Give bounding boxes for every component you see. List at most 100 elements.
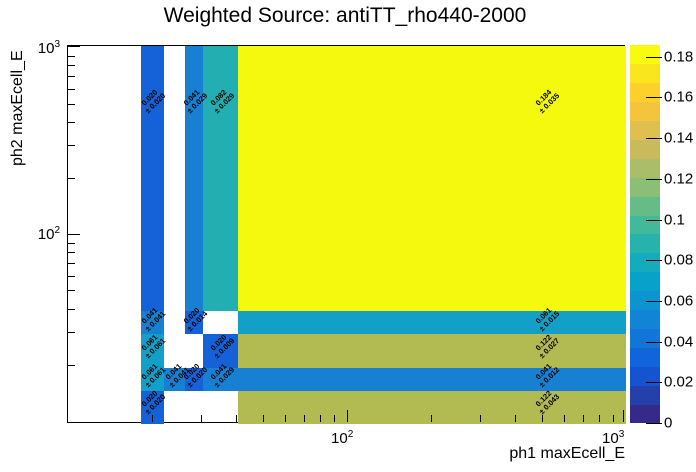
- y-axis-minor-tick: [68, 145, 75, 147]
- colorbar-band: [630, 234, 660, 254]
- colorbar-band: [630, 309, 660, 329]
- colorbar: [630, 45, 660, 424]
- heatmap-cell: [238, 46, 626, 311]
- x-axis-minor-tick: [564, 415, 565, 422]
- colorbar-band: [630, 215, 660, 235]
- colorbar-band: [630, 158, 660, 178]
- colorbar-tick: [646, 97, 662, 99]
- heatmap-cell: [185, 311, 203, 334]
- colorbar-band: [630, 120, 660, 140]
- colorbar-tick: [646, 178, 662, 180]
- colorbar-band: [630, 385, 660, 405]
- heatmap-cell: [141, 391, 164, 424]
- colorbar-band: [630, 366, 660, 386]
- x-axis-minor-tick: [480, 415, 481, 422]
- y-tick-label-100: 102: [37, 225, 60, 243]
- colorbar-band: [630, 328, 660, 348]
- x-axis-minor-tick: [236, 415, 237, 422]
- x-axis-minor-tick: [431, 415, 432, 422]
- colorbar-band: [630, 271, 660, 292]
- y-axis-minor-tick: [68, 103, 75, 105]
- colorbar-band: [630, 290, 660, 311]
- x-axis-minor-tick: [263, 415, 264, 422]
- colorbar-band: [630, 45, 660, 65]
- colorbar-tick: [646, 341, 662, 343]
- x-axis-title: ph1 maxEcell_E: [509, 445, 625, 462]
- heatmap-cell: [203, 368, 238, 391]
- colorbar-tick-label: 0.1: [664, 211, 685, 228]
- colorbar-tick: [646, 300, 662, 302]
- y-axis-title: ph2 maxEcell_E: [9, 50, 26, 166]
- y-axis-minor-tick: [68, 252, 75, 254]
- x-axis-minor-tick: [334, 415, 335, 422]
- plot-frame: 0.020 ± 0.020 0.041 ± 0.029 0.082 ± 0.029 0.18…: [67, 45, 626, 424]
- y-axis-minor-tick: [68, 55, 75, 57]
- colorbar-tick-label: 0.16: [664, 88, 694, 106]
- y-axis-major-tick: [68, 234, 80, 235]
- colorbar-band: [630, 82, 660, 103]
- x-axis-minor-tick: [599, 415, 600, 422]
- y-axis-minor-tick: [68, 290, 75, 292]
- heatmap-cell: [141, 368, 164, 391]
- x-axis-minor-tick: [285, 415, 286, 422]
- x-axis-minor-tick: [320, 415, 321, 422]
- colorbar-band: [630, 139, 660, 159]
- colorbar-band: [630, 101, 660, 122]
- heatmap-cell: [141, 46, 164, 311]
- colorbar-band: [630, 177, 660, 197]
- heatmap-cell: [185, 368, 203, 391]
- colorbar-tick-label: 0.04: [664, 333, 694, 351]
- x-axis-minor-tick: [583, 415, 584, 422]
- heatmap-cell: [203, 46, 238, 311]
- heatmap-cell: [238, 334, 626, 368]
- x-axis-minor-tick: [152, 415, 153, 422]
- y-axis-minor-tick: [68, 65, 75, 67]
- y-axis-minor-tick: [68, 308, 75, 310]
- y-tick-label-1000: 103: [37, 39, 60, 57]
- heatmap-cell: [185, 46, 203, 311]
- colorbar-tick: [646, 260, 662, 262]
- colorbar-band: [630, 63, 660, 84]
- colorbar-tick: [646, 138, 662, 140]
- heatmap-cell: [238, 368, 626, 391]
- heatmap-cell: [141, 334, 164, 368]
- colorbar-tick-label: 0: [664, 414, 673, 432]
- y-axis-minor-tick: [68, 121, 75, 123]
- colorbar-band: [630, 404, 660, 424]
- colorbar-tick: [646, 382, 662, 384]
- colorbar-tick-label: 0.06: [664, 292, 694, 310]
- colorbar-band: [630, 252, 660, 273]
- y-axis-minor-tick: [68, 275, 75, 277]
- y-axis-minor-tick: [68, 263, 75, 265]
- x-axis-minor-tick: [613, 415, 614, 422]
- y-axis-major-tick: [68, 46, 80, 47]
- colorbar-band: [630, 196, 660, 216]
- colorbar-tick-label: 0.02: [664, 373, 694, 391]
- heatmap-cell: [164, 368, 185, 391]
- y-axis-minor-tick: [68, 365, 75, 366]
- colorbar-tick: [646, 219, 662, 221]
- x-axis-minor-tick: [515, 415, 516, 422]
- x-axis-major-tick: [623, 410, 624, 422]
- y-axis-minor-tick: [68, 76, 75, 78]
- colorbar-tick: [646, 423, 662, 424]
- colorbar-band: [630, 347, 660, 367]
- y-axis-minor-tick: [68, 332, 75, 333]
- x-tick-label-100: 102: [331, 429, 354, 447]
- colorbar-tick-label: 0.12: [664, 170, 694, 188]
- x-axis-major-tick: [347, 410, 348, 422]
- x-axis-minor-tick: [201, 415, 202, 422]
- heatmap-cell: [238, 391, 626, 424]
- heatmap-cell: [238, 311, 626, 334]
- colorbar-tick-label: 0.14: [664, 129, 694, 147]
- x-axis-minor-tick: [304, 415, 305, 422]
- colorbar-tick-label: 0.08: [664, 251, 694, 269]
- heatmap-cell: [203, 334, 238, 368]
- heatmap-cell: [141, 311, 164, 334]
- plot-title: Weighted Source: antiTT_rho440-2000: [163, 4, 527, 27]
- colorbar-tick: [646, 56, 662, 58]
- y-axis-minor-tick: [68, 178, 75, 179]
- x-tick-label-1000: 103: [602, 429, 625, 447]
- y-axis-minor-tick: [68, 88, 75, 90]
